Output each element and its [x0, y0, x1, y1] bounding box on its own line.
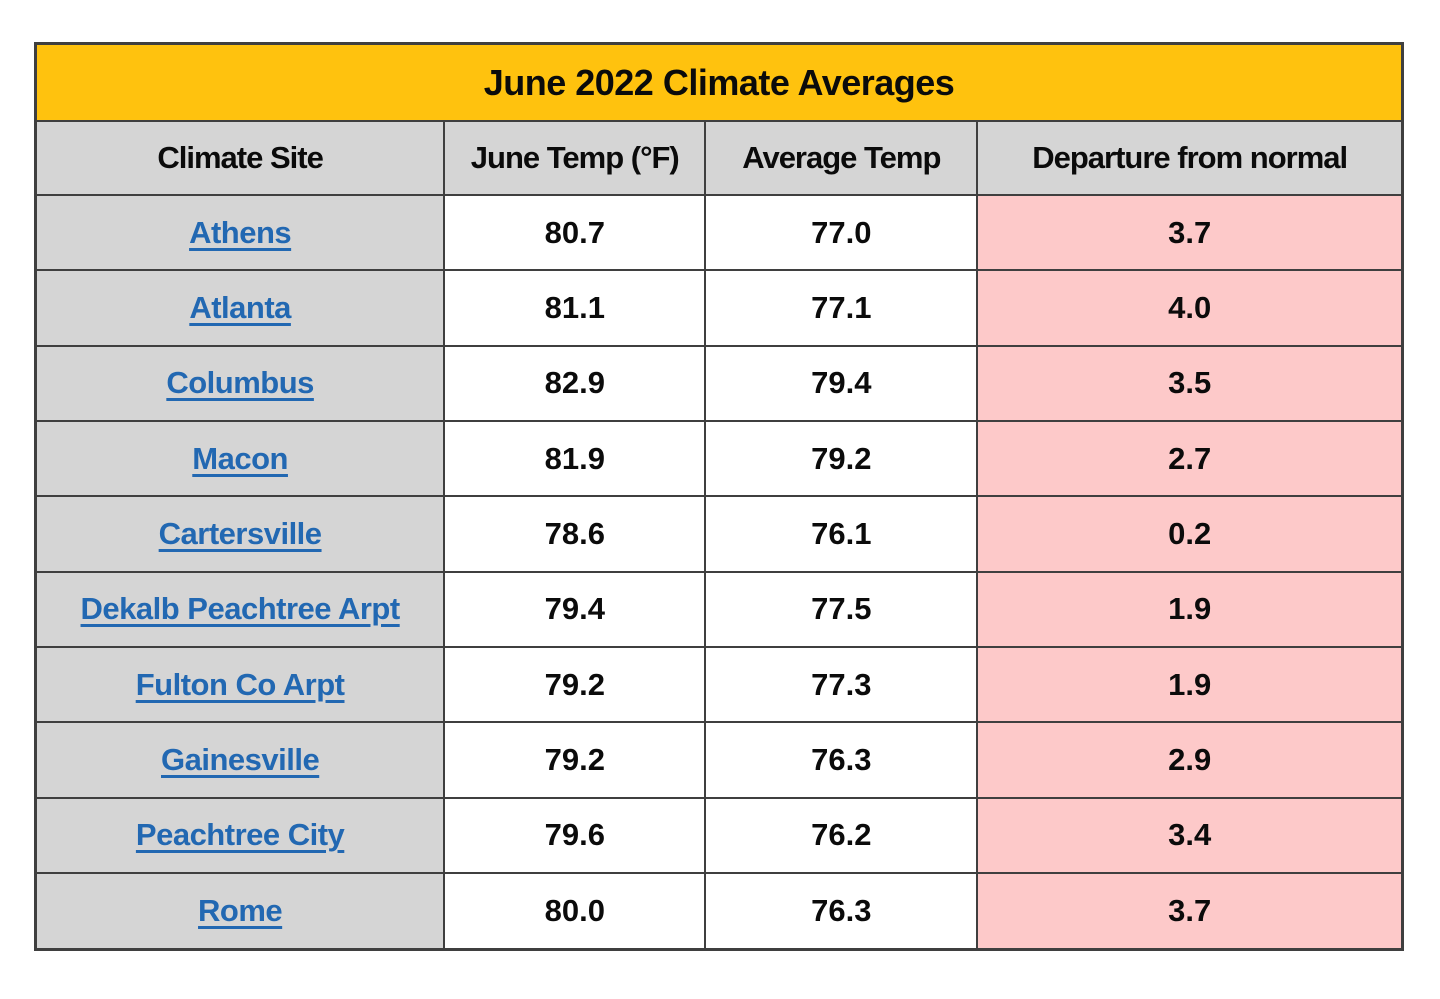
site-cell: Fulton Co Arpt: [34, 646, 446, 724]
table-row: Rome 80.0 76.3 3.7: [34, 872, 1404, 951]
table-row: Peachtree City 79.6 76.2 3.4: [34, 796, 1404, 875]
header-row: Climate Site June Temp (°F) Average Temp…: [34, 120, 1404, 196]
average-temp-cell: 76.3: [704, 872, 979, 951]
site-link-atlanta[interactable]: Atlanta: [189, 290, 291, 326]
departure-cell: 3.7: [976, 193, 1404, 272]
site-link-peachtree-city[interactable]: Peachtree City: [135, 817, 345, 853]
site-link-gainesville[interactable]: Gainesville: [161, 742, 320, 778]
departure-cell: 1.9: [976, 646, 1404, 724]
june-temp-cell: 79.2: [443, 646, 707, 724]
site-cell: Gainesville: [34, 721, 446, 799]
june-temp-cell: 80.0: [443, 872, 707, 951]
site-link-dekalb-peachtree-arpt[interactable]: Dekalb Peachtree Arpt: [80, 591, 401, 627]
site-cell: Macon: [34, 420, 446, 498]
table-row: Athens 80.7 77.0 3.7: [34, 193, 1404, 272]
table-row: Dekalb Peachtree Arpt 79.4 77.5 1.9: [34, 570, 1404, 649]
col-header-june-temp: June Temp (°F): [443, 120, 707, 196]
site-cell: Cartersville: [34, 495, 446, 573]
average-temp-cell: 77.5: [704, 570, 979, 649]
june-temp-cell: 79.4: [443, 570, 707, 649]
site-link-athens[interactable]: Athens: [189, 214, 292, 250]
departure-cell: 2.9: [976, 721, 1404, 799]
site-cell: Peachtree City: [34, 796, 446, 875]
average-temp-cell: 79.4: [704, 344, 979, 423]
june-temp-cell: 78.6: [443, 495, 707, 573]
average-temp-cell: 77.0: [704, 193, 979, 272]
june-temp-cell: 79.6: [443, 796, 707, 875]
site-cell: Rome: [34, 872, 446, 951]
table-row: Atlanta 81.1 77.1 4.0: [34, 269, 1404, 347]
average-temp-cell: 79.2: [704, 420, 979, 498]
average-temp-cell: 76.1: [704, 495, 979, 573]
average-temp-cell: 77.3: [704, 646, 979, 724]
june-temp-cell: 81.1: [443, 269, 707, 347]
site-link-macon[interactable]: Macon: [192, 440, 288, 476]
site-link-rome[interactable]: Rome: [198, 893, 283, 929]
june-temp-cell: 79.2: [443, 721, 707, 799]
june-temp-cell: 80.7: [443, 193, 707, 272]
departure-cell: 3.4: [976, 796, 1404, 875]
departure-cell: 4.0: [976, 269, 1404, 347]
col-header-climate-site: Climate Site: [34, 120, 446, 196]
table-title: June 2022 Climate Averages: [34, 42, 1404, 122]
table-row: Cartersville 78.6 76.1 0.2: [34, 495, 1404, 573]
average-temp-cell: 77.1: [704, 269, 979, 347]
site-link-columbus[interactable]: Columbus: [166, 365, 314, 401]
site-cell: Columbus: [34, 344, 446, 423]
average-temp-cell: 76.3: [704, 721, 979, 799]
departure-cell: 1.9: [976, 570, 1404, 649]
site-link-fulton-co-arpt[interactable]: Fulton Co Arpt: [135, 666, 345, 702]
col-header-departure: Departure from normal: [976, 120, 1404, 196]
table-row: Columbus 82.9 79.4 3.5: [34, 344, 1404, 423]
table-row: Macon 81.9 79.2 2.7: [34, 420, 1404, 498]
departure-cell: 3.7: [976, 872, 1404, 951]
table-row: Gainesville 79.2 76.3 2.9: [34, 721, 1404, 799]
site-cell: Dekalb Peachtree Arpt: [34, 570, 446, 649]
average-temp-cell: 76.2: [704, 796, 979, 875]
departure-cell: 3.5: [976, 344, 1404, 423]
june-temp-cell: 81.9: [443, 420, 707, 498]
site-cell: Athens: [34, 193, 446, 272]
table-row: Fulton Co Arpt 79.2 77.3 1.9: [34, 646, 1404, 724]
col-header-average-temp: Average Temp: [704, 120, 979, 196]
departure-cell: 0.2: [976, 495, 1404, 573]
site-cell: Atlanta: [34, 269, 446, 347]
june-temp-cell: 82.9: [443, 344, 707, 423]
climate-averages-table: June 2022 Climate Averages Climate Site …: [34, 42, 1404, 951]
title-row: June 2022 Climate Averages: [34, 42, 1404, 122]
site-link-cartersville[interactable]: Cartersville: [158, 516, 322, 552]
departure-cell: 2.7: [976, 420, 1404, 498]
